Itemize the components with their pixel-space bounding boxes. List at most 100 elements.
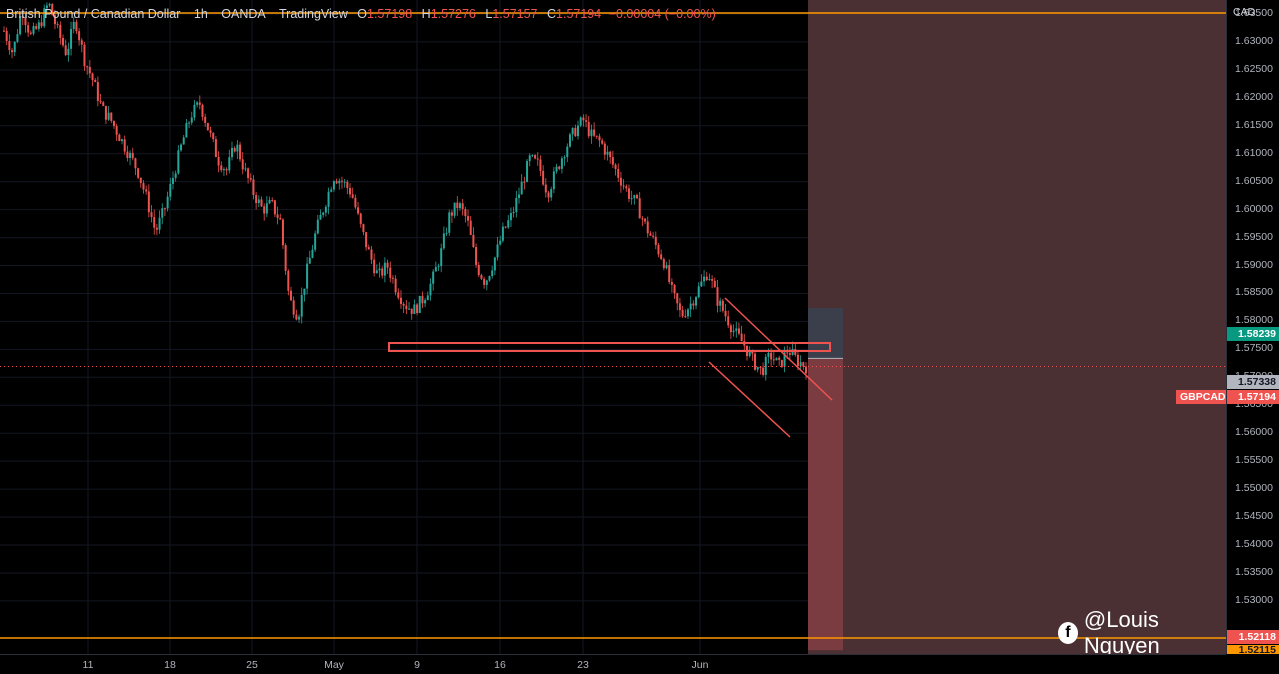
time-tick-label: 11 (82, 659, 94, 671)
candle-body (684, 316, 687, 318)
high-value: 1.57276 (430, 7, 476, 21)
candle-body (13, 41, 16, 53)
candle-body (601, 140, 604, 144)
candle-body (362, 224, 365, 233)
candle-body (171, 178, 174, 184)
candle-body (228, 157, 231, 171)
candle-body (571, 127, 574, 135)
price-tick-label: 1.62500 (1235, 62, 1273, 75)
candle-body (735, 328, 738, 331)
candle-body (338, 180, 341, 184)
candle-body (644, 218, 647, 222)
price-tick-label: 1.62000 (1235, 90, 1273, 103)
candle-body (110, 112, 113, 121)
candle-body (614, 164, 617, 169)
candle-body (587, 121, 590, 137)
candle-body (300, 295, 303, 317)
candle-body (654, 236, 657, 245)
price-tick-label: 1.53000 (1235, 593, 1273, 606)
candle-body (236, 144, 239, 152)
candle-body (544, 184, 547, 193)
candle-body (86, 66, 89, 68)
candle-body (448, 212, 451, 233)
symbol-title[interactable]: British Pound / Canadian Dollar (6, 7, 181, 21)
candle-body (193, 104, 196, 118)
candle-body (483, 278, 486, 285)
candle-body (732, 330, 735, 333)
candle-body (426, 295, 429, 301)
candle-body (287, 270, 290, 291)
candle-body (115, 126, 118, 135)
candle-body (19, 16, 22, 35)
candle-body (756, 366, 759, 370)
candle-body (161, 208, 164, 218)
candle-body (121, 139, 124, 142)
candle-body (375, 270, 378, 274)
candle-body (708, 279, 711, 281)
candle-body (595, 135, 598, 137)
candle-body (209, 130, 212, 133)
candle-body (225, 169, 228, 171)
candle-body (563, 157, 566, 159)
candle-body (198, 102, 201, 105)
facebook-icon: f (1058, 622, 1078, 644)
candle-body (94, 79, 97, 83)
candle-body (139, 177, 142, 184)
chart-canvas[interactable]: British Pound / Canadian Dollar 1h OANDA… (0, 0, 1226, 654)
candle-body (257, 199, 260, 204)
open-value: 1.57198 (367, 7, 413, 21)
candle-body (531, 155, 534, 157)
candle-body (555, 166, 558, 172)
candle-body (512, 211, 515, 214)
candle-body (112, 120, 115, 127)
candle-body (249, 178, 252, 180)
candle-body (606, 151, 609, 155)
candle-body (255, 194, 258, 204)
candle-body (306, 263, 309, 289)
candle-body (349, 188, 352, 195)
candle-body (453, 202, 456, 216)
currency-label: CAD (1233, 6, 1256, 18)
candle-body (78, 31, 81, 41)
candle-body (230, 147, 233, 158)
candle-body (703, 276, 706, 282)
platform-label: TradingView (278, 7, 348, 21)
candle-body (590, 129, 593, 137)
time-tick-label: 18 (164, 659, 176, 671)
interval-label[interactable]: 1h (193, 7, 208, 21)
candle-body (737, 328, 740, 334)
candle-body (719, 300, 722, 306)
channel-upper-line (724, 297, 833, 401)
candle-body (504, 226, 507, 228)
candle-body (241, 159, 244, 170)
candle-body (290, 290, 293, 301)
candle-body (53, 15, 56, 25)
candle-body (520, 181, 523, 195)
candle-body (51, 3, 54, 16)
candle-body (394, 278, 397, 293)
candle-body (212, 132, 215, 140)
candle-body (638, 198, 641, 219)
price-tick-label: 1.61000 (1235, 146, 1273, 159)
candle-body (64, 45, 67, 56)
candle-body (534, 155, 537, 159)
candle-body (83, 44, 86, 67)
candle-body (536, 158, 539, 160)
candle-body (641, 218, 644, 220)
time-axis[interactable]: 11 18 25 May 9 16 23 Jun (0, 654, 1226, 674)
candle-body (660, 254, 663, 260)
candle-body (56, 24, 59, 26)
candle-body (416, 304, 419, 314)
symbol-badge: GBPCAD (1176, 390, 1226, 404)
candle-body (762, 367, 765, 375)
candle-body (617, 168, 620, 178)
candle-body (724, 310, 727, 317)
candle-body (182, 137, 185, 145)
price-axis[interactable]: 1.63500 1.63000 1.62500 1.62000 1.61500 1.610… (1226, 0, 1279, 654)
candle-body (27, 25, 30, 33)
candle-body (577, 125, 580, 137)
candle-body (568, 134, 571, 147)
candle-body (72, 21, 75, 29)
candlestick-chart[interactable] (0, 0, 1226, 654)
candle-body (636, 195, 639, 199)
